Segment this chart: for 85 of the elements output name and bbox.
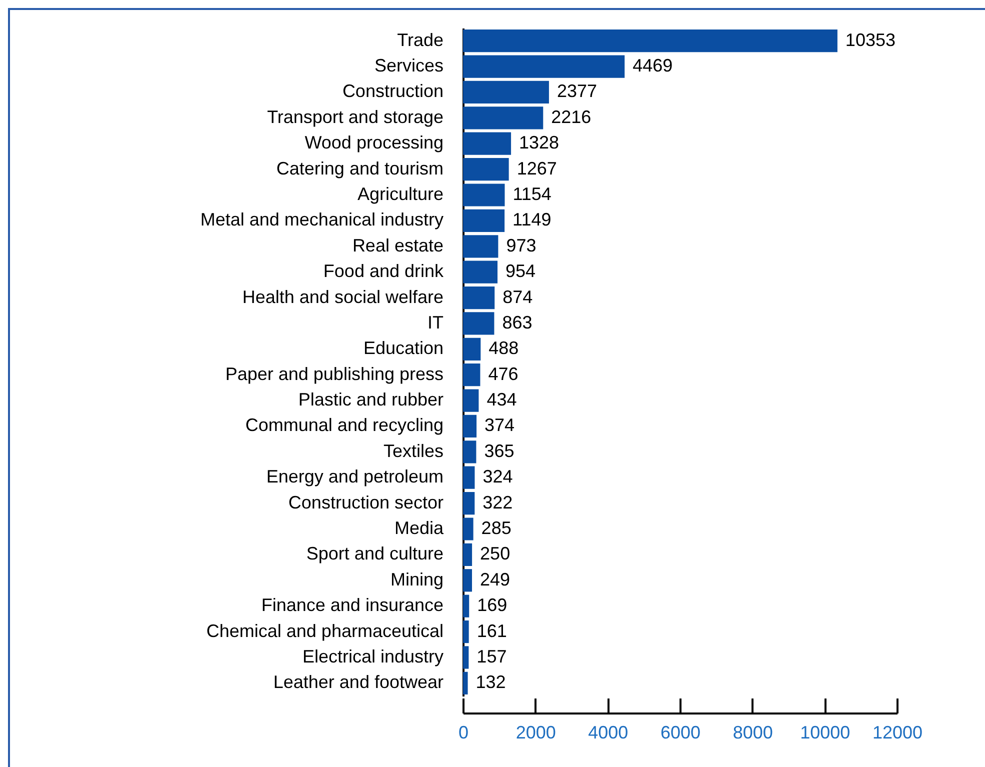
y-tick-label: Construction sector xyxy=(288,492,444,512)
y-tick-label: Finance and insurance xyxy=(261,595,444,616)
bar xyxy=(463,620,469,644)
x-tick-label: 6000 xyxy=(660,722,701,742)
bar xyxy=(463,414,477,438)
bar xyxy=(463,492,475,515)
y-tick-label: Services xyxy=(374,56,444,76)
y-tick-label: Health and social welfare xyxy=(242,286,444,307)
y-tick-label: Agriculture xyxy=(357,184,444,204)
y-tick-label: Plastic and rubber xyxy=(298,390,444,410)
data-label: 476 xyxy=(488,364,518,384)
data-label: 973 xyxy=(506,235,536,256)
x-tick-label: 10000 xyxy=(800,722,850,742)
bar xyxy=(463,672,468,694)
bar xyxy=(463,80,549,104)
data-label: 874 xyxy=(502,286,533,307)
bar xyxy=(463,286,495,310)
data-label: 1267 xyxy=(516,158,557,178)
data-label: 488 xyxy=(488,338,519,358)
bar xyxy=(463,55,625,78)
data-label: 365 xyxy=(484,440,514,461)
bar xyxy=(463,543,472,566)
data-label: 249 xyxy=(480,569,510,590)
y-tick-label: Chemical and pharmaceutical xyxy=(206,620,444,641)
data-label: 324 xyxy=(482,466,513,487)
data-label: 2216 xyxy=(551,106,592,127)
x-tick-label: 4000 xyxy=(588,722,628,742)
data-label: 434 xyxy=(486,390,517,410)
y-tick-label: IT xyxy=(428,312,444,332)
y-tick-label: Trade xyxy=(397,30,444,50)
y-tick-label: Education xyxy=(363,338,444,358)
y-tick-label: Metal and mechanical industry xyxy=(200,210,444,230)
y-tick-label: Energy and petroleum xyxy=(266,466,444,487)
data-label: 285 xyxy=(481,518,512,538)
data-label: 250 xyxy=(480,544,510,564)
bar xyxy=(463,184,505,206)
bar xyxy=(463,312,494,335)
bar xyxy=(463,569,472,592)
data-label: 374 xyxy=(484,415,515,436)
data-label: 1328 xyxy=(519,132,560,153)
bar xyxy=(463,389,479,412)
bar xyxy=(463,594,470,618)
y-tick-label: Electrical industry xyxy=(302,646,444,666)
x-tick-label: 8000 xyxy=(732,722,773,742)
data-label: 954 xyxy=(506,261,536,282)
bar xyxy=(463,646,469,669)
y-tick-label: Catering and tourism xyxy=(276,158,444,178)
bar xyxy=(463,338,481,360)
bar xyxy=(463,260,498,284)
y-tick-label: Food and drink xyxy=(323,261,444,282)
y-tick-label: Transport and storage xyxy=(267,106,444,127)
data-label: 169 xyxy=(477,595,508,616)
y-tick-label: Real estate xyxy=(352,235,444,256)
y-tick-label: Leather and footwear xyxy=(273,672,444,692)
x-tick-label: 0 xyxy=(458,722,469,742)
data-label: 161 xyxy=(476,620,507,641)
bar xyxy=(463,518,474,540)
data-label: 132 xyxy=(476,672,506,692)
y-tick-label: Textiles xyxy=(383,440,444,461)
y-tick-label: Mining xyxy=(390,569,444,590)
bar xyxy=(463,106,544,130)
bar xyxy=(463,364,480,386)
x-tick-label: 2000 xyxy=(516,722,556,742)
bar xyxy=(463,209,505,232)
x-tick-label: 12000 xyxy=(872,722,923,742)
data-label: 157 xyxy=(476,646,507,666)
y-tick-label: Paper and publishing press xyxy=(225,364,444,384)
y-tick-label: Wood processing xyxy=(304,132,444,153)
y-tick-label: Communal and recycling xyxy=(245,415,444,436)
bar xyxy=(463,235,498,258)
data-label: 10353 xyxy=(845,30,896,50)
bar xyxy=(463,132,512,155)
bar xyxy=(463,440,476,464)
y-tick-label: Media xyxy=(394,518,444,538)
data-label: 2377 xyxy=(556,81,598,102)
data-label: 4469 xyxy=(632,56,673,76)
data-label: 863 xyxy=(502,312,532,332)
y-tick-label: Construction xyxy=(342,81,444,102)
data-label: 322 xyxy=(482,492,513,512)
bar xyxy=(463,30,838,52)
bar xyxy=(463,466,475,489)
data-label: 1154 xyxy=(512,184,552,204)
bar xyxy=(463,158,509,181)
data-label: 1149 xyxy=(512,210,552,230)
y-tick-label: Sport and culture xyxy=(306,544,444,564)
